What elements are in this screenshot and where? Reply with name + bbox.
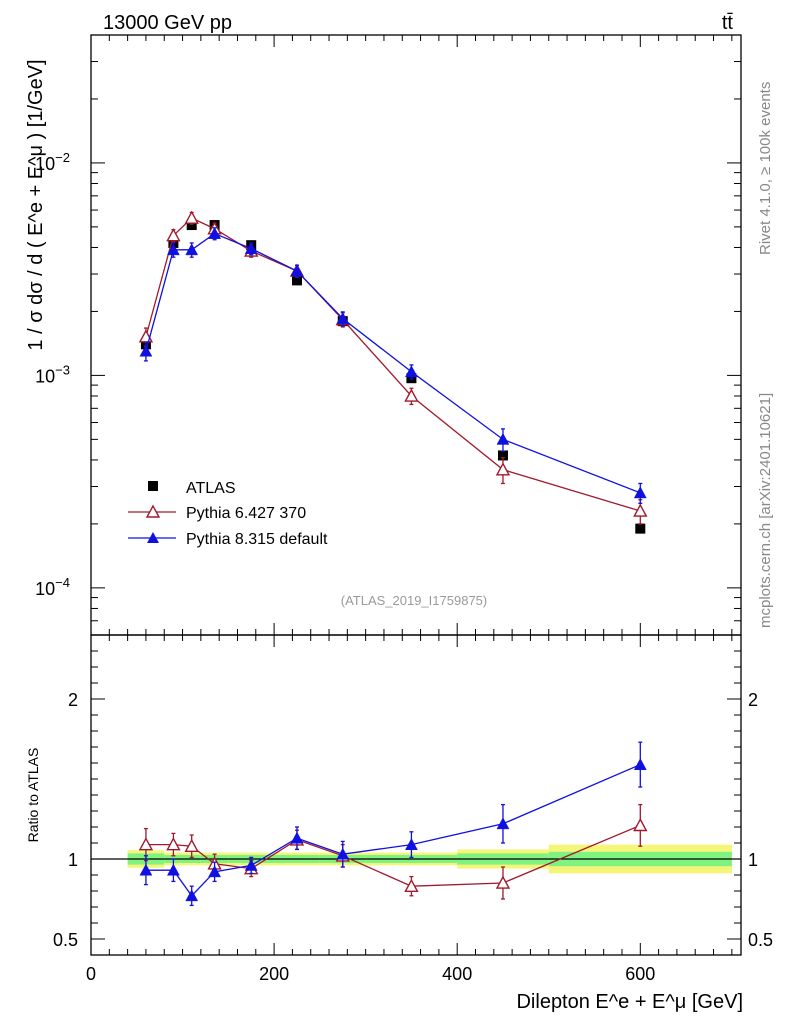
main-point-atlas xyxy=(497,450,508,461)
x-axis-label: Dilepton E^e + E^μ [GeV] xyxy=(516,991,743,1013)
ratio-data-layer xyxy=(138,741,648,907)
main-point-pythia6 xyxy=(404,388,419,402)
legend-label-atlas: ATLAS xyxy=(186,480,236,497)
main-data-layer xyxy=(138,210,648,534)
main-point-atlas xyxy=(635,523,646,534)
main-point-pythia6 xyxy=(633,503,648,517)
main-point-pythia8 xyxy=(166,243,180,256)
main-point-pythia6 xyxy=(166,228,181,242)
main-point-pythia8 xyxy=(633,486,647,499)
main-point-pythia8 xyxy=(208,227,222,239)
main-point-pythia8 xyxy=(185,243,199,256)
ratio-point-pythia8 xyxy=(244,858,258,871)
ratio-point-pythia8 xyxy=(290,831,304,844)
legend-marker-pythia8 xyxy=(147,532,159,543)
ratio-point-pythia6 xyxy=(495,875,511,889)
main-point-pythia6 xyxy=(184,210,199,224)
process-label: tt̄ xyxy=(722,12,734,34)
ratio-line-pythia8 xyxy=(145,764,641,897)
rivet-label: Rivet 4.1.0, ≥ 100k events xyxy=(757,82,774,255)
legend: ATLAS Pythia 6.427 370 Pythia 8.315 defa… xyxy=(128,480,328,548)
main-point-pythia8 xyxy=(139,344,153,357)
main-y-tick-label: 10−4 xyxy=(35,575,70,599)
ratio-point-pythia6 xyxy=(138,837,154,851)
ratio-y-tick-label-right: 0.5 xyxy=(748,930,773,950)
ratio-point-pythia8 xyxy=(405,838,418,850)
x-tick-label: 400 xyxy=(442,964,472,984)
ratio-point-pythia8 xyxy=(633,758,647,770)
main-point-pythia8 xyxy=(405,365,418,378)
ratio-y-axis-label: Ratio to ATLAS xyxy=(25,748,41,843)
ratio-point-pythia8 xyxy=(208,865,222,878)
ratio-point-pythia6 xyxy=(166,837,181,851)
ratio-point-pythia6 xyxy=(633,817,648,832)
ratio-y-tick-label: 1 xyxy=(68,850,78,870)
ratio-point-pythia8 xyxy=(496,817,510,830)
ratio-y-tick-label-right: 2 xyxy=(748,690,758,710)
ratio-panel-frame xyxy=(90,634,742,956)
energy-label: 13000 GeV pp xyxy=(103,12,232,34)
x-tick-label: 0 xyxy=(86,964,96,984)
main-point-atlas xyxy=(291,275,302,286)
ratio-point-pythia8 xyxy=(336,847,350,860)
main-line-pythia8 xyxy=(145,232,641,494)
main-point-pythia8 xyxy=(336,312,350,324)
legend-label-pythia6: Pythia 6.427 370 xyxy=(186,505,306,522)
mcplots-label: mcplots.cern.ch [arXiv:2401.10621] xyxy=(757,393,774,628)
main-y-tick-label: 10−2 xyxy=(35,150,70,174)
legend-marker-pythia6 xyxy=(145,504,161,518)
main-line-pythia6 xyxy=(145,217,641,512)
legend-marker-atlas xyxy=(148,481,158,491)
ratio-y-tick-label: 0.5 xyxy=(53,930,78,950)
legend-label-pythia8: Pythia 8.315 default xyxy=(186,531,328,548)
ratio-point-pythia6 xyxy=(404,878,419,892)
analysis-label: (ATLAS_2019_I1759875) xyxy=(341,593,487,608)
x-tick-label: 200 xyxy=(259,964,289,984)
x-tick-label: 600 xyxy=(625,964,655,984)
main-point-pythia6 xyxy=(495,462,511,476)
ratio-y-tick-label: 2 xyxy=(68,690,78,710)
main-y-axis-label: 1 / σ dσ / d ( E^e + E^μ ) [1/GeV] xyxy=(25,59,47,350)
ratio-point-pythia8 xyxy=(139,863,153,876)
main-point-atlas xyxy=(186,220,197,231)
ratio-point-pythia6 xyxy=(184,838,199,852)
ratio-point-pythia8 xyxy=(166,863,180,876)
ratio-line-pythia6 xyxy=(145,824,641,887)
main-y-tick-label: 10−3 xyxy=(35,362,70,386)
ratio-point-pythia8 xyxy=(185,889,199,902)
main-point-pythia8 xyxy=(496,432,510,445)
ratio-y-tick-label-right: 1 xyxy=(748,850,758,870)
main-point-pythia8 xyxy=(290,264,304,277)
main-point-pythia8 xyxy=(244,242,258,254)
